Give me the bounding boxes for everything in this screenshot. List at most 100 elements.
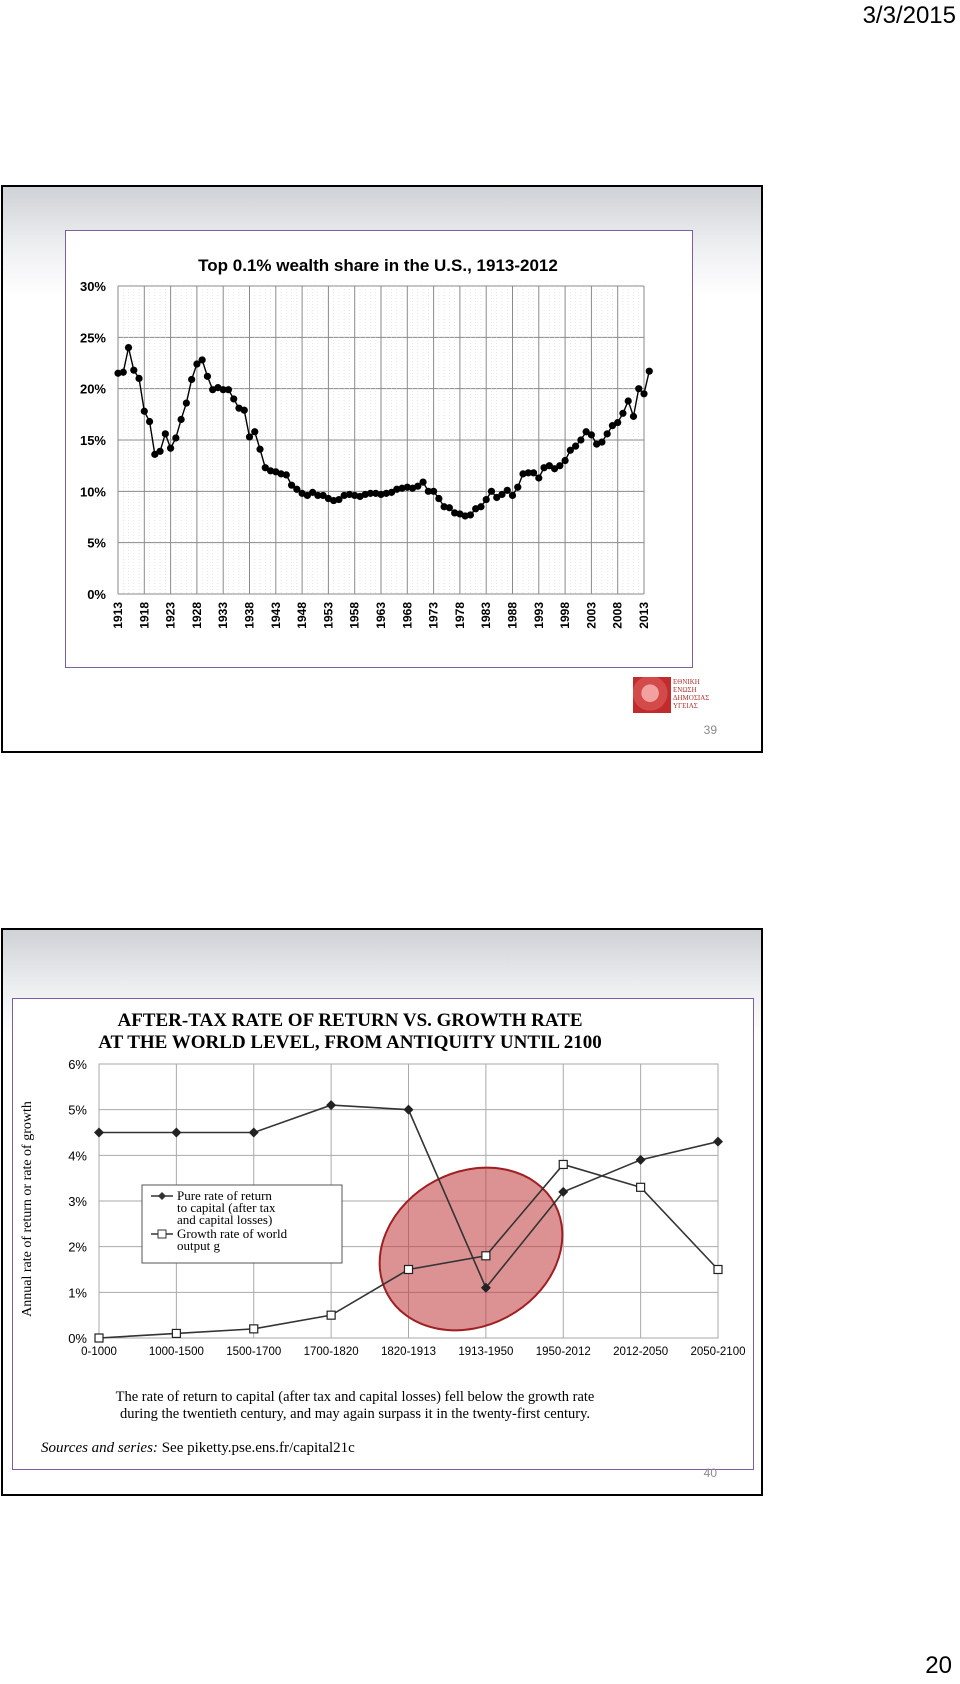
y-tick-label: 30%	[80, 279, 106, 294]
y-tick-label: 4%	[68, 1148, 87, 1163]
x-tick-label: 1700-1820	[304, 1346, 359, 1358]
data-point-growth	[713, 1264, 723, 1275]
chart-caption-line-2: during the twentieth century, and may ag…	[120, 1406, 590, 1422]
data-point	[640, 390, 648, 398]
data-point-return	[480, 1282, 491, 1293]
data-point	[619, 409, 627, 417]
data-point	[635, 385, 643, 393]
data-point-growth	[636, 1182, 646, 1192]
legend-text-growth-2: output g	[177, 1238, 220, 1253]
data-point-return	[403, 1104, 414, 1115]
data-point	[545, 462, 553, 470]
data-point	[419, 478, 427, 486]
data-point	[582, 428, 590, 436]
data-point	[319, 491, 327, 500]
data-point	[119, 368, 127, 376]
data-point-return	[248, 1127, 259, 1138]
data-point	[556, 462, 564, 470]
x-tick-label: 1913-1950	[458, 1346, 513, 1358]
data-point	[524, 469, 532, 477]
legend-box	[141, 1184, 343, 1264]
data-point	[445, 504, 453, 512]
x-tick-label: 1913	[111, 602, 125, 629]
data-point	[230, 395, 238, 403]
data-point	[167, 444, 175, 452]
data-point	[140, 407, 148, 415]
data-point	[172, 434, 180, 442]
data-point	[645, 367, 653, 375]
data-point-return	[713, 1136, 723, 1147]
data-point	[487, 487, 496, 495]
series-line	[117, 347, 650, 517]
data-point	[156, 447, 164, 455]
data-point	[219, 386, 227, 394]
y-tick-label: 5%	[68, 1103, 87, 1118]
data-point	[572, 442, 580, 450]
data-point	[535, 474, 543, 482]
x-tick-label: 2013	[637, 602, 651, 629]
y-tick-label: 25%	[80, 330, 106, 345]
data-point	[182, 399, 190, 407]
x-tick-label: 2012-2050	[613, 1346, 668, 1358]
return-vs-growth-chart-svg: AFTER-TAX RATE OF RETURN VS. GROWTH RATE…	[20, 1010, 746, 1456]
highlight-ellipse	[378, 1166, 564, 1332]
data-point-return	[558, 1186, 569, 1197]
data-point	[282, 471, 290, 479]
legend: Pure rate of return to capital (after ta…	[141, 1184, 343, 1264]
slide-39: Top 0.1% wealth share in the U.S., 1913-…	[1, 185, 763, 753]
data-point	[251, 428, 259, 436]
x-tick-label: 1943	[269, 602, 283, 629]
data-point	[561, 456, 569, 465]
x-tick-label: 0-1000	[81, 1346, 117, 1358]
organization-logo: ΕΘΝΙΚΗ ΕΝΩΣΗ ΔΗΜΟΣΙΑΣ ΥΓΕΙΑΣ	[633, 677, 715, 713]
y-tick-label: 2%	[68, 1240, 87, 1255]
x-tick-label: 1938	[243, 602, 257, 629]
x-tick-label: 1998	[558, 602, 572, 629]
legend-marker-return	[158, 1192, 166, 1200]
x-tick-label: 1988	[506, 602, 520, 629]
wealth-share-chart: Top 0.1% wealth share in the U.S., 1913-…	[65, 230, 693, 668]
source-label: Sources and series:	[41, 1440, 158, 1456]
data-point	[161, 430, 169, 438]
chart-title: Top 0.1% wealth share in the U.S., 1913-…	[198, 256, 558, 275]
x-tick-label: 2050-2100	[691, 1346, 746, 1358]
page-date: 3/3/2015	[862, 2, 956, 29]
chart-caption-line-1: The rate of return to capital (after tax…	[116, 1389, 595, 1405]
data-point-growth	[171, 1328, 181, 1339]
data-point	[414, 482, 422, 490]
x-tick-label: 1958	[348, 602, 362, 629]
data-point-growth	[249, 1324, 259, 1334]
y-tick-label: 20%	[80, 382, 106, 397]
x-tick-label: 1948	[295, 602, 309, 629]
slide-number: 40	[703, 1466, 717, 1480]
data-point	[477, 503, 485, 511]
data-point	[577, 436, 585, 444]
data-point-growth	[481, 1251, 491, 1261]
data-point	[387, 488, 396, 496]
chart-title-line-2: AT THE WORLD LEVEL, FROM ANTIQUITY UNTIL…	[98, 1032, 602, 1053]
y-tick-label: 3%	[68, 1194, 87, 1209]
x-tick-label: 1950-2012	[536, 1346, 591, 1358]
data-point	[314, 491, 322, 500]
data-point	[498, 490, 506, 499]
x-tick-label: 1993	[532, 602, 546, 629]
data-point	[193, 360, 201, 368]
y-tick-label: 5%	[87, 536, 106, 551]
data-point	[566, 446, 574, 454]
x-tick-label: 1963	[374, 602, 388, 629]
data-point	[145, 417, 154, 426]
data-point	[550, 465, 559, 473]
data-point	[256, 445, 264, 453]
data-point	[261, 464, 269, 472]
legend-text-return-1: Pure rate of return	[177, 1188, 272, 1203]
chart-title-line-1: AFTER-TAX RATE OF RETURN VS. GROWTH RATE	[117, 1010, 582, 1031]
data-point	[335, 495, 343, 504]
x-tick-label: 1918	[137, 602, 151, 629]
data-point	[598, 438, 606, 446]
data-point	[529, 469, 538, 477]
data-point	[135, 374, 143, 382]
data-point	[493, 493, 501, 502]
y-tick-label: 6%	[68, 1057, 87, 1072]
data-point	[366, 489, 375, 497]
data-point	[424, 487, 432, 495]
